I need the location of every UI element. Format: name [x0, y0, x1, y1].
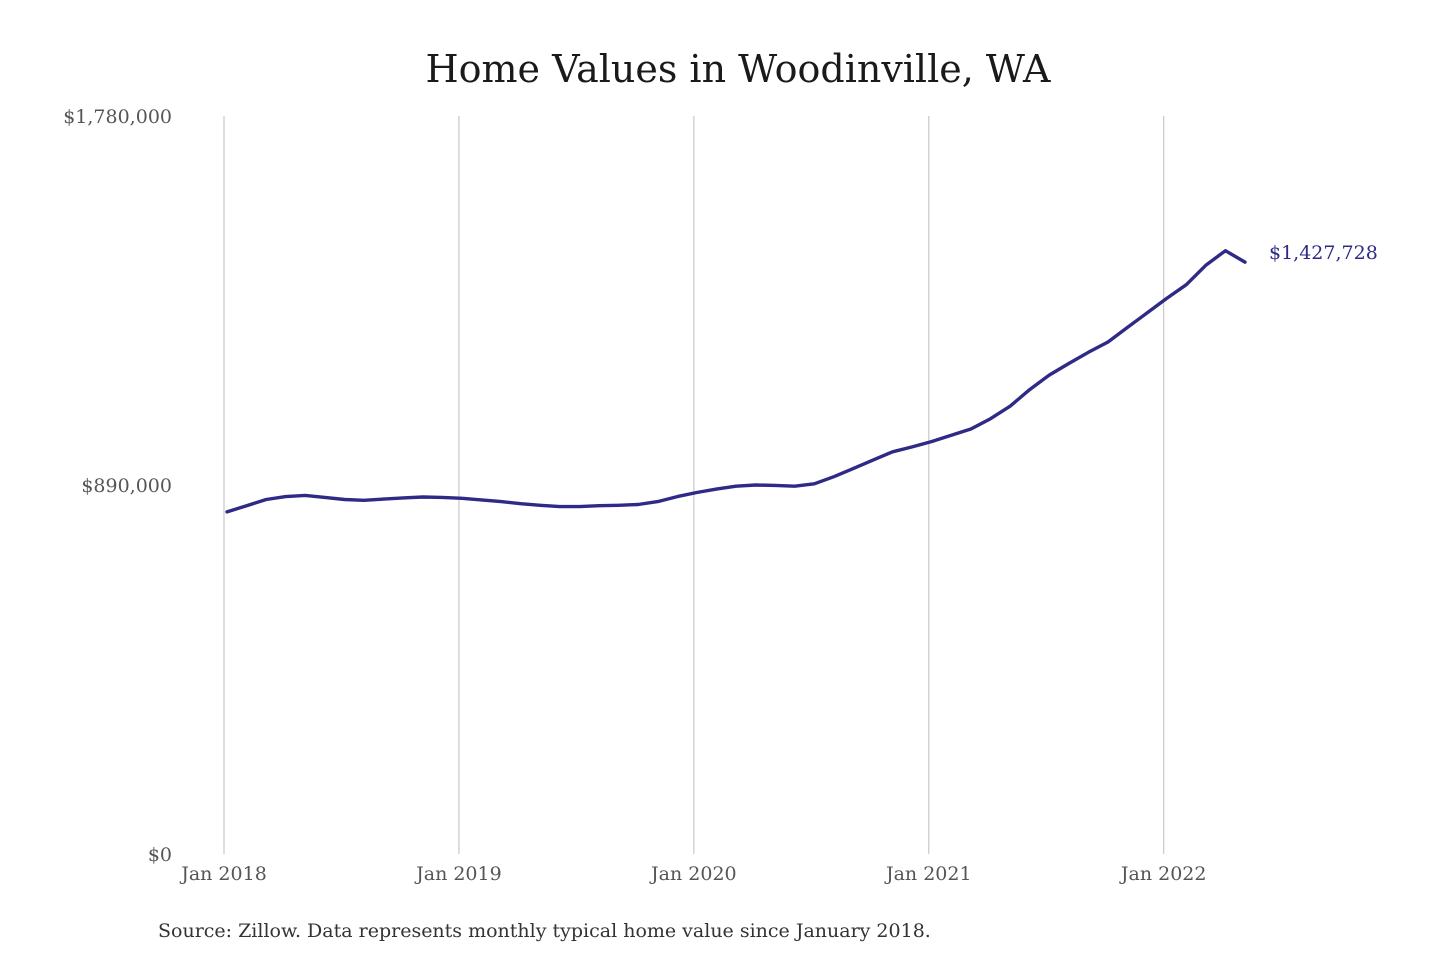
chart-title: Home Values in Woodinville, WA: [426, 47, 1052, 91]
y-tick-label: $0: [148, 844, 172, 866]
y-axis-ticks: $0 $890,000 $1,780,000: [63, 106, 172, 866]
y-tick-label: $890,000: [81, 475, 172, 497]
x-tick-label: Jan 2019: [414, 863, 502, 885]
end-value-label: $1,427,728: [1269, 242, 1378, 264]
x-tick-label: Jan 2018: [179, 863, 267, 885]
y-tick-label: $1,780,000: [63, 106, 172, 128]
x-tick-label: Jan 2022: [1119, 863, 1207, 885]
x-axis-ticks: Jan 2018 Jan 2019 Jan 2020 Jan 2021 Jan 2022: [179, 863, 1206, 885]
series-line: [225, 249, 1247, 514]
x-tick-label: Jan 2021: [884, 863, 972, 885]
x-tick-label: Jan 2020: [649, 863, 737, 885]
series-layer: [225, 249, 1247, 514]
grid: [223, 116, 1165, 854]
source-note: Source: Zillow. Data represents monthly …: [158, 920, 931, 942]
